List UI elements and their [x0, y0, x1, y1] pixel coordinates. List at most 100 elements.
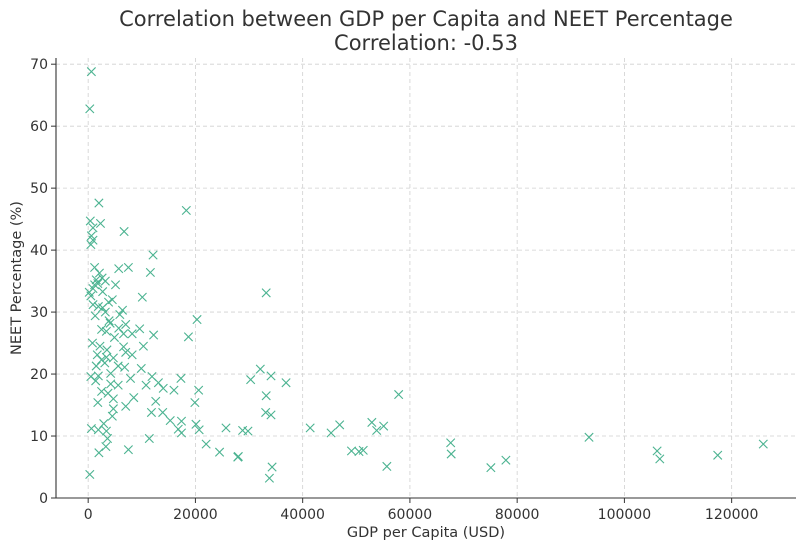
data-point: [261, 288, 271, 298]
data-point: [86, 291, 96, 301]
data-point: [108, 353, 118, 363]
y-tick-label: 20: [30, 367, 48, 383]
data-point: [255, 364, 265, 374]
data-point: [281, 378, 291, 388]
data-point: [93, 371, 103, 381]
data-point: [121, 401, 131, 411]
data-point: [246, 375, 256, 385]
data-point: [90, 311, 100, 321]
data-point: [194, 385, 204, 395]
data-point: [99, 419, 109, 429]
data-point: [379, 421, 389, 431]
data-point: [125, 373, 136, 383]
data-point: [176, 373, 186, 383]
y-tick-label: 30: [30, 305, 48, 321]
data-point: [101, 326, 111, 336]
data-point: [233, 452, 243, 462]
data-point: [138, 341, 148, 351]
data-point: [96, 324, 107, 335]
data-point: [169, 385, 179, 395]
data-point: [201, 439, 211, 449]
data-point: [148, 250, 158, 260]
data-point: [652, 446, 662, 456]
data-point: [243, 426, 253, 436]
data-point: [176, 416, 187, 426]
data-point: [100, 276, 110, 286]
data-point: [713, 450, 723, 460]
data-point: [372, 425, 382, 436]
y-tick-label: 50: [30, 181, 48, 197]
data-point: [141, 380, 151, 390]
data-point: [86, 239, 96, 250]
x-tick-label: 80000: [495, 507, 540, 523]
data-point: [191, 419, 201, 429]
data-point: [106, 379, 116, 389]
data-point: [106, 368, 116, 379]
data-point: [108, 394, 118, 404]
data-point: [108, 404, 118, 414]
data-point: [86, 67, 96, 77]
data-point: [446, 438, 456, 448]
data-point: [119, 226, 129, 237]
y-tick-label: 40: [30, 243, 48, 259]
grid-lines: [56, 58, 796, 499]
data-point: [305, 423, 315, 433]
data-point: [584, 432, 594, 442]
y-axis-label: NEET Percentage (%): [9, 201, 25, 355]
data-point: [94, 268, 105, 278]
data-point: [181, 205, 191, 216]
data-point: [214, 447, 225, 457]
data-point: [121, 319, 131, 330]
x-tick-label: 20000: [173, 507, 218, 523]
data-point: [118, 342, 129, 352]
data-point: [85, 216, 95, 226]
data-point: [264, 473, 275, 483]
data-point: [104, 316, 114, 326]
data-point: [655, 454, 665, 464]
data-point: [120, 362, 130, 372]
data-point: [100, 307, 110, 317]
data-point: [190, 397, 200, 408]
data-point: [88, 223, 98, 233]
y-axis-ticks: 0 10 20 30 40 50 60 70: [30, 57, 56, 507]
x-axis-label: GDP per Capita (USD): [347, 525, 505, 541]
data-point: [87, 338, 98, 348]
y-tick-label: 0: [39, 491, 48, 507]
data-points: [84, 67, 768, 483]
chart-subtitle: Correlation: -0.53: [334, 31, 518, 55]
data-point: [183, 332, 194, 342]
data-point: [261, 407, 271, 418]
data-point: [88, 235, 98, 245]
data-point: [88, 300, 98, 310]
data-point: [91, 361, 101, 371]
data-point: [326, 428, 336, 438]
data-point: [266, 410, 276, 420]
data-point: [145, 267, 155, 278]
data-point: [346, 446, 357, 456]
data-point: [358, 445, 368, 455]
data-point: [158, 383, 168, 393]
data-point: [382, 461, 392, 471]
data-point: [114, 264, 124, 274]
data-point: [137, 292, 147, 302]
data-point: [123, 445, 133, 455]
data-point: [123, 262, 133, 273]
data-point: [146, 407, 157, 418]
data-point: [102, 345, 112, 355]
data-point: [158, 407, 168, 418]
data-point: [113, 380, 123, 390]
data-point: [93, 425, 103, 435]
data-point: [94, 448, 104, 458]
data-point: [94, 198, 104, 208]
data-point: [394, 389, 404, 400]
x-tick-label: 40000: [280, 507, 325, 523]
data-point: [129, 393, 139, 403]
x-tick-label: 0: [84, 507, 93, 523]
data-point: [136, 363, 146, 374]
x-tick-label: 120000: [705, 507, 758, 523]
data-point: [100, 358, 110, 368]
data-point: [109, 332, 120, 343]
data-point: [107, 411, 117, 421]
data-point: [91, 376, 101, 386]
data-point: [98, 303, 108, 313]
